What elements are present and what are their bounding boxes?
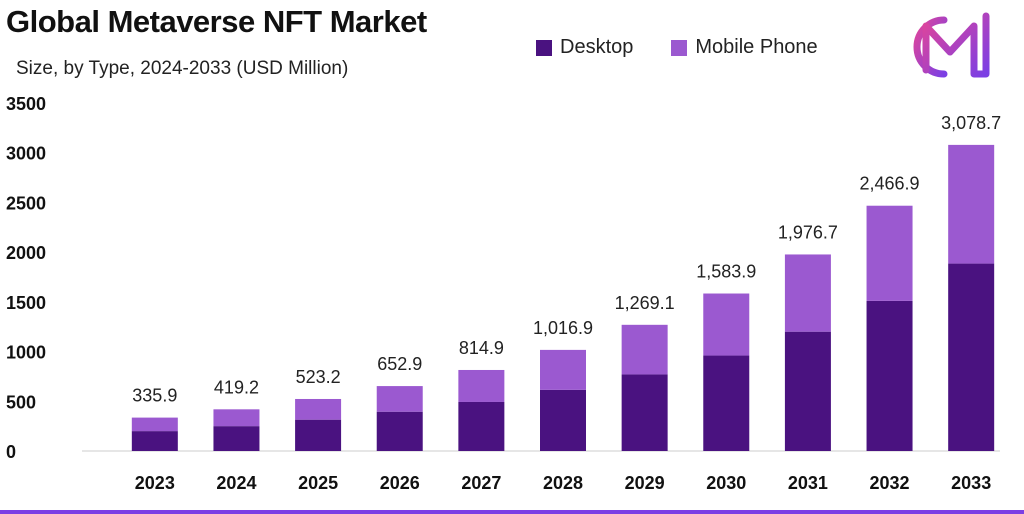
legend-item-desktop: Desktop xyxy=(536,36,633,59)
bar-mobile-2027 xyxy=(458,369,505,402)
legend-item-mobile: Mobile Phone xyxy=(671,36,818,59)
data-label-total-2024: 419.2 xyxy=(214,377,259,397)
y-tick-label: 2500 xyxy=(6,193,46,213)
bar-mobile-2033 xyxy=(948,144,995,264)
x-tick-label-2023: 2023 xyxy=(135,473,175,493)
data-label-total-2033: 3,078.7 xyxy=(941,113,1001,133)
brand-m-logo-icon xyxy=(913,12,990,78)
y-tick-label: 2000 xyxy=(6,243,46,263)
legend-label-desktop: Desktop xyxy=(560,36,634,58)
bar-desktop-2025 xyxy=(295,419,342,451)
bar-desktop-2026 xyxy=(376,411,423,451)
legend: Desktop Mobile Phone xyxy=(536,36,856,59)
bar-mobile-2031 xyxy=(784,254,831,332)
data-label-total-2028: 1,016.9 xyxy=(533,318,593,338)
bar-mobile-2030 xyxy=(703,293,750,356)
y-tick-label: 3500 xyxy=(6,94,46,114)
x-tick-label-2031: 2031 xyxy=(788,473,828,493)
x-tick-label-2025: 2025 xyxy=(298,473,338,493)
bar-mobile-2024 xyxy=(213,409,260,427)
bar-desktop-2024 xyxy=(213,426,260,451)
x-tick-label-2033: 2033 xyxy=(951,473,991,493)
bar-mobile-2032 xyxy=(866,205,913,301)
legend-swatch-desktop xyxy=(536,39,552,56)
bar-desktop-2027 xyxy=(458,401,505,451)
bar-desktop-2028 xyxy=(540,389,586,451)
data-label-total-2027: 814.9 xyxy=(459,338,504,358)
legend-swatch-mobile xyxy=(671,39,688,56)
bar-mobile-2025 xyxy=(295,398,342,420)
chart-subtitle: Size, by Type, 2024-2033 (USD Million) xyxy=(16,58,349,79)
bar-desktop-2031 xyxy=(784,331,831,451)
chart-title: Global Metaverse NFT Market xyxy=(6,4,427,39)
bar-mobile-2026 xyxy=(376,386,423,412)
y-tick-label: 0 xyxy=(6,442,16,462)
x-tick-label-2027: 2027 xyxy=(461,473,501,493)
y-tick-label: 500 xyxy=(6,392,36,412)
bar-mobile-2023 xyxy=(131,417,178,432)
x-tick-label-2026: 2026 xyxy=(380,473,420,493)
data-label-total-2026: 652.9 xyxy=(377,354,422,374)
bar-desktop-2033 xyxy=(948,263,995,451)
x-tick-label-2029: 2029 xyxy=(625,473,665,493)
bar-desktop-2032 xyxy=(866,300,913,451)
bar-mobile-2029 xyxy=(621,324,668,375)
x-tick-label-2032: 2032 xyxy=(870,473,910,493)
data-label-total-2025: 523.2 xyxy=(296,367,341,387)
y-tick-label: 1500 xyxy=(6,293,46,313)
legend-label-mobile: Mobile Phone xyxy=(695,36,818,58)
data-label-total-2032: 2,466.9 xyxy=(860,174,920,194)
x-tick-label-2028: 2028 xyxy=(543,473,583,493)
bar-desktop-2030 xyxy=(703,355,750,451)
data-label-total-2031: 1,976.7 xyxy=(778,222,838,242)
bar-desktop-2029 xyxy=(621,374,668,451)
y-tick-label: 3000 xyxy=(6,144,46,164)
bar-desktop-2023 xyxy=(131,431,178,451)
y-tick-label: 1000 xyxy=(6,343,46,363)
data-label-total-2023: 335.9 xyxy=(132,386,177,406)
data-label-total-2029: 1,269.1 xyxy=(615,293,675,313)
bottom-accent-bar xyxy=(0,510,1024,514)
x-tick-label-2024: 2024 xyxy=(216,473,256,493)
bar-mobile-2028 xyxy=(540,349,586,390)
data-label-total-2030: 1,583.9 xyxy=(696,262,756,282)
x-tick-label-2030: 2030 xyxy=(706,473,746,493)
